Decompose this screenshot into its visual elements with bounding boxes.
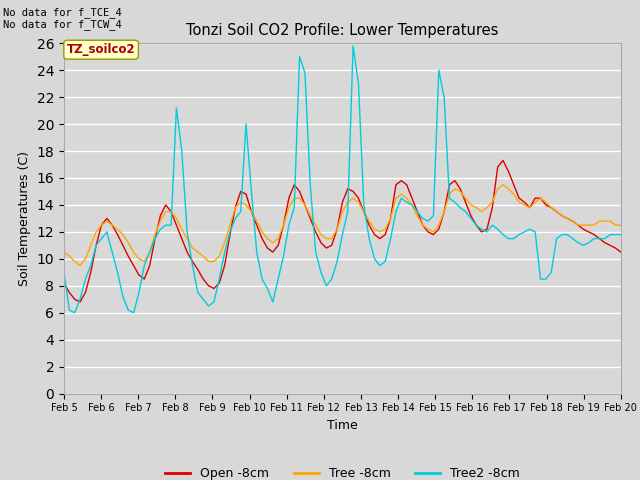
Text: No data for f_TCE_4: No data for f_TCE_4 bbox=[3, 7, 122, 18]
Title: Tonzi Soil CO2 Profile: Lower Temperatures: Tonzi Soil CO2 Profile: Lower Temperatur… bbox=[186, 23, 499, 38]
Text: No data for f_TCW_4: No data for f_TCW_4 bbox=[3, 19, 122, 30]
Legend: Open -8cm, Tree -8cm, Tree2 -8cm: Open -8cm, Tree -8cm, Tree2 -8cm bbox=[159, 462, 525, 480]
Y-axis label: Soil Temperatures (C): Soil Temperatures (C) bbox=[18, 151, 31, 286]
X-axis label: Time: Time bbox=[327, 419, 358, 432]
Text: TZ_soilco2: TZ_soilco2 bbox=[67, 43, 136, 56]
